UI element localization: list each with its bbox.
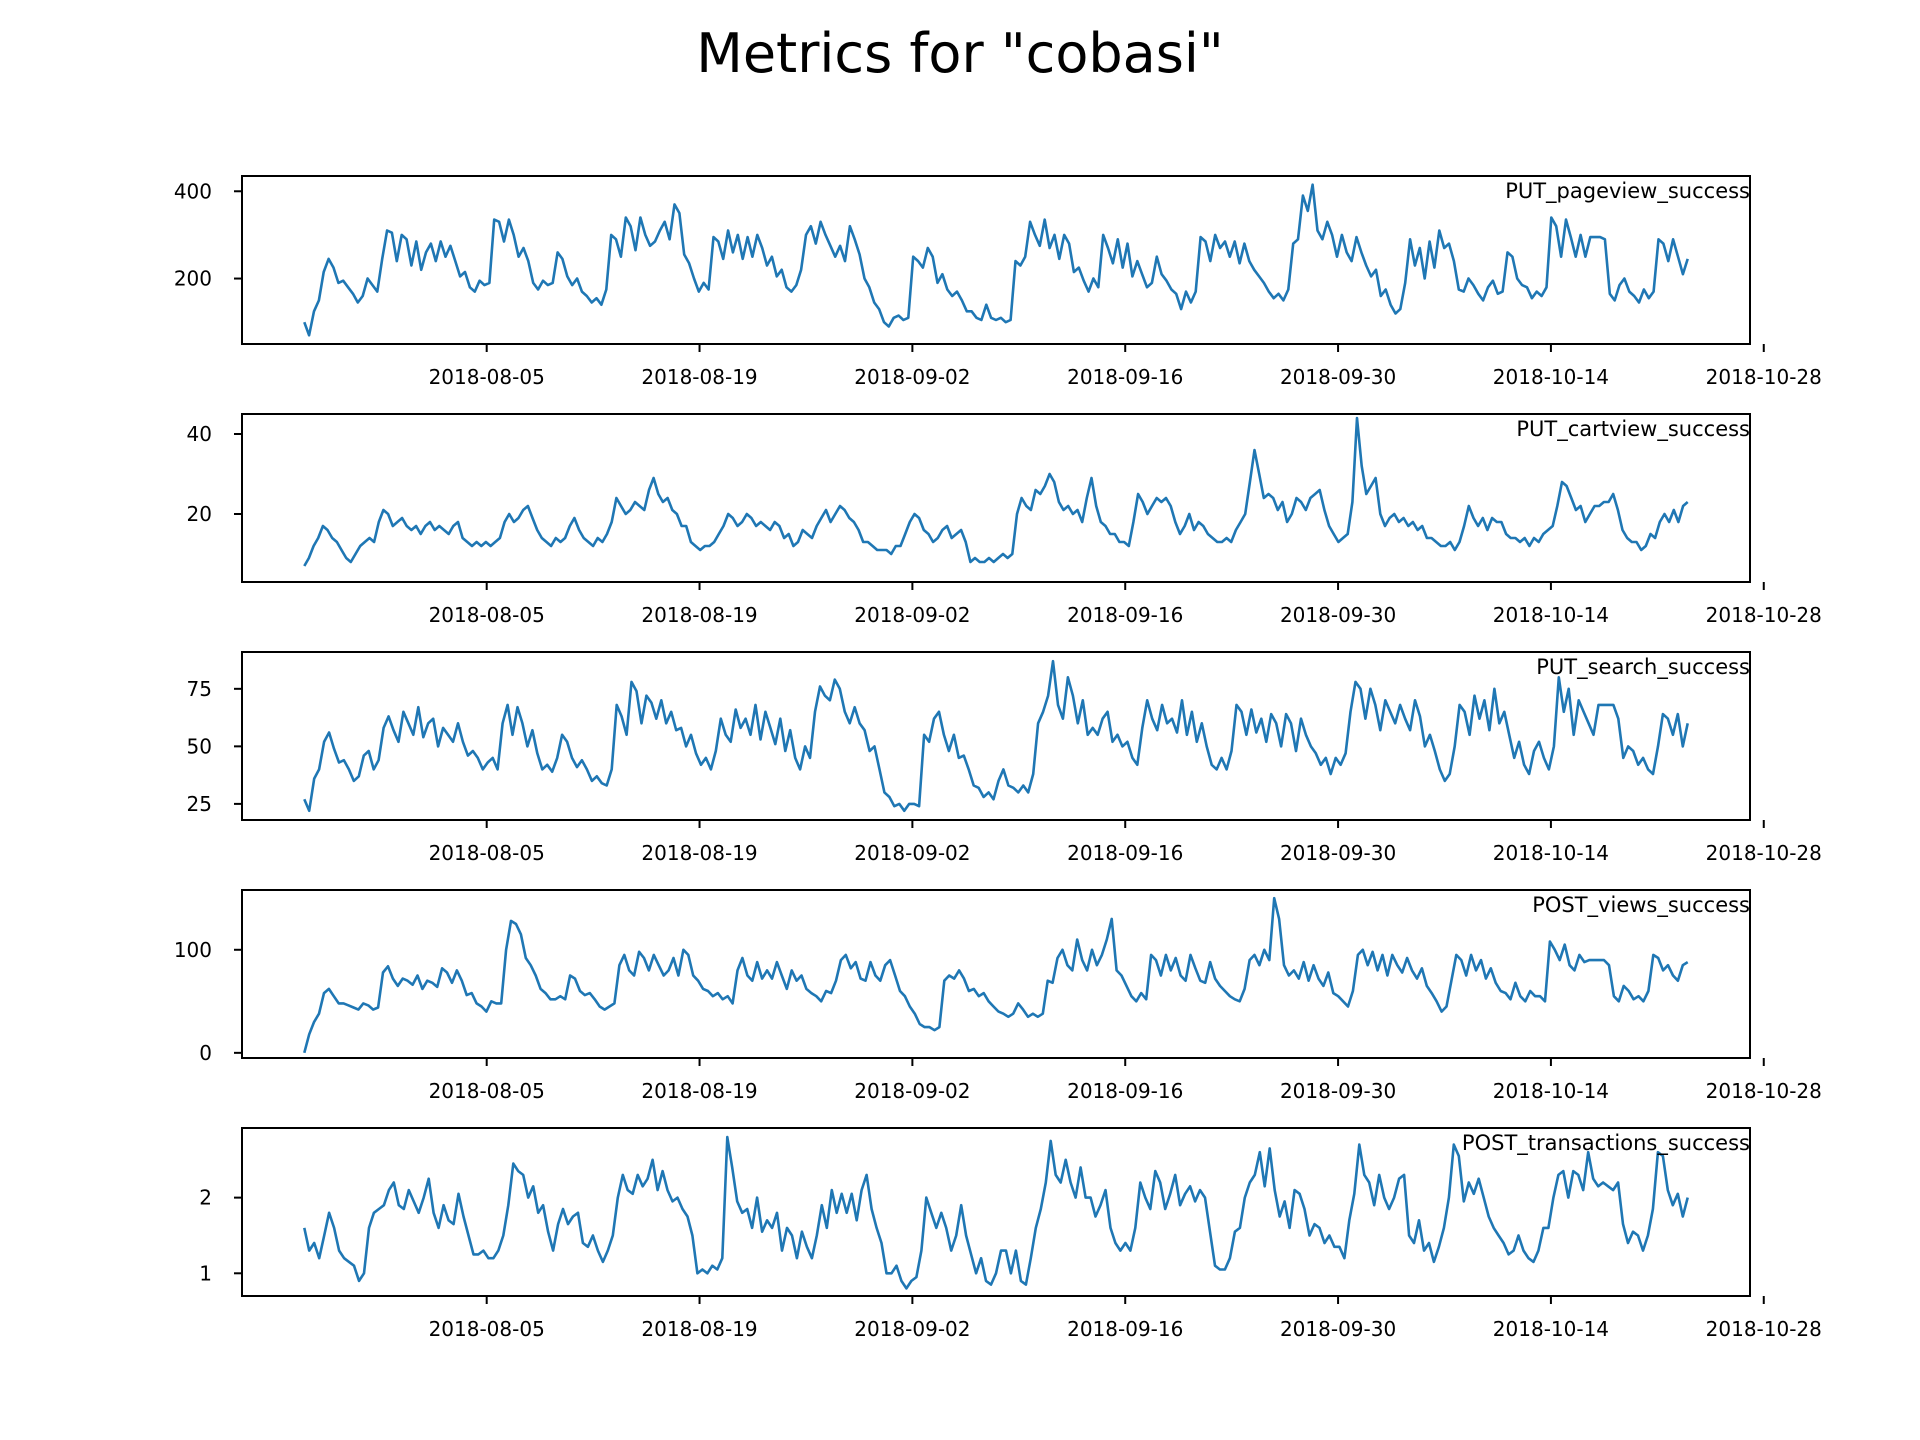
series-line-post-transactions-success [303,1135,1689,1290]
y-tick-label: 0 [199,1041,212,1065]
series-line-put-pageview-success [303,183,1689,337]
y-tick-label: 2 [199,1186,212,1210]
series-line-put-cartview-success [303,416,1689,567]
x-tick-label: 2018-08-19 [641,1079,757,1103]
y-tick-label: 1 [199,1261,212,1285]
panel-label-put-search-success: PUT_search_success [1536,655,1750,680]
y-tick-label: 25 [187,792,212,816]
x-tick-label: 2018-10-14 [1493,841,1609,865]
x-tick-label: 2018-09-30 [1280,1317,1396,1341]
axes-frame [241,889,1751,1059]
y-tick-label: 20 [187,502,212,526]
x-tick-label: 2018-09-30 [1280,1079,1396,1103]
panel-label-put-pageview-success: PUT_pageview_success [1505,179,1750,204]
x-tick-label: 2018-08-19 [641,1317,757,1341]
y-tick-label: 100 [174,938,212,962]
x-tick-label: 2018-09-02 [854,1317,970,1341]
chart-panel-views: 2018-08-05 2018-08-19 2018-09-02 2018-09-16… [174,889,1822,1103]
x-tick-label: 2018-09-02 [854,365,970,389]
y-tick-label: 200 [174,267,212,291]
x-tick-label: 2018-10-14 [1493,365,1609,389]
y-tick-label: 75 [187,677,212,701]
x-tick-label: 2018-09-16 [1067,1317,1183,1341]
x-tick-label: 2018-09-30 [1280,365,1396,389]
x-tick-label: 2018-09-30 [1280,841,1396,865]
x-tick-label: 2018-09-30 [1280,603,1396,627]
chart-panel-pageview: 2018-08-05 2018-08-19 2018-09-02 2018-09-16… [174,175,1822,389]
y-tick-label: 50 [187,734,212,758]
x-tick-label: 2018-08-19 [641,365,757,389]
x-tick-label: 2018-10-14 [1493,603,1609,627]
x-tick-label: 2018-09-16 [1067,603,1183,627]
axes-frame [241,175,1751,345]
chart-panel-search: 2018-08-05 2018-08-19 2018-09-02 2018-09-16… [187,651,1822,865]
x-tick-label: 2018-10-14 [1493,1317,1609,1341]
x-tick-label: 2018-10-28 [1706,1317,1822,1341]
panel-label-post-transactions-success: POST_transactions_success [1462,1131,1750,1156]
x-tick-label: 2018-10-28 [1706,365,1822,389]
x-tick-label: 2018-10-28 [1706,841,1822,865]
x-tick-label: 2018-08-05 [429,1079,545,1103]
y-tick-label: 400 [174,179,212,203]
x-tick-label: 2018-09-02 [854,1079,970,1103]
x-tick-label: 2018-08-05 [429,841,545,865]
x-tick-label: 2018-10-28 [1706,603,1822,627]
x-tick-label: 2018-10-28 [1706,1079,1822,1103]
x-tick-label: 2018-09-16 [1067,365,1183,389]
panel-label-post-views-success: POST_views_success [1532,893,1750,918]
x-tick-label: 2018-08-19 [641,603,757,627]
axes-frame [241,651,1751,821]
x-tick-label: 2018-09-16 [1067,841,1183,865]
x-tick-label: 2018-08-05 [429,1317,545,1341]
series-line-post-views-success [303,896,1689,1054]
x-tick-label: 2018-10-14 [1493,1079,1609,1103]
x-tick-label: 2018-08-05 [429,365,545,389]
figure-title: Metrics for "cobasi" [696,22,1224,85]
x-tick-label: 2018-08-19 [641,841,757,865]
x-tick-label: 2018-09-16 [1067,1079,1183,1103]
x-tick-label: 2018-09-02 [854,603,970,627]
y-tick-label: 40 [187,422,212,446]
x-tick-label: 2018-09-02 [854,841,970,865]
axes-frame [241,1127,1751,1297]
axes-frame [241,413,1751,583]
chart-panel-cartview: 2018-08-05 2018-08-19 2018-09-02 2018-09-16… [187,413,1822,627]
panel-label-put-cartview-success: PUT_cartview_success [1516,417,1750,442]
chart-panel-transactions: 2018-08-05 2018-08-19 2018-09-02 2018-09-16… [199,1127,1822,1341]
series-line-put-search-success [303,659,1689,813]
x-tick-label: 2018-08-05 [429,603,545,627]
